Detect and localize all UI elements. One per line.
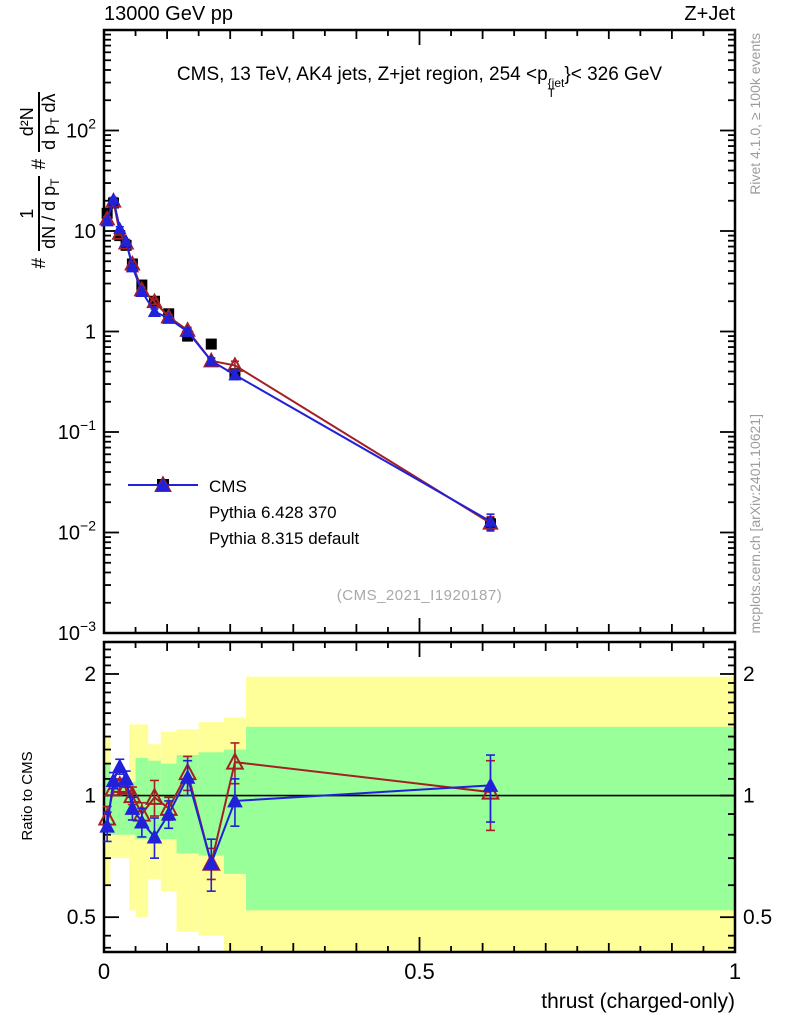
axis-ticks xyxy=(103,29,736,952)
xtick-label: 1 xyxy=(729,959,741,984)
ratio-point-marker xyxy=(160,805,177,821)
ylabel-fraction-1: 1 dN / d pT xyxy=(17,176,62,251)
ratio-point-marker xyxy=(99,818,115,833)
ratio-point-marker xyxy=(179,769,196,784)
ytick-10e-1: 10−1 xyxy=(58,417,96,444)
ylabel-hash-2: # xyxy=(29,158,50,170)
ratio-point-marker xyxy=(145,787,164,805)
legend-label-pythia8: Pythia 8.315 default xyxy=(209,529,360,548)
ratio-point-marker xyxy=(482,777,499,792)
xtick-label: 0 xyxy=(98,959,110,984)
series-pythia-8-315-default xyxy=(100,192,498,531)
data-point-marker xyxy=(162,311,176,324)
ratio-point-marker xyxy=(103,778,123,797)
y-axis-title: # 1 dN / d pT # d²N d pT dλ xyxy=(0,10,80,350)
ratio-axis-title: Ratio to CMS xyxy=(19,751,36,841)
ratio-series-pythia-8-315-default xyxy=(99,754,499,892)
ylabel-hash-1: # xyxy=(29,257,50,269)
ratio-ytick-left: 0.5 xyxy=(67,906,96,929)
ratio-point-marker xyxy=(146,828,163,844)
ratio-point-marker xyxy=(116,776,136,795)
legend-marker-glyph xyxy=(155,477,171,491)
data-point-marker xyxy=(204,354,218,367)
band-stat-uncertainty xyxy=(104,763,111,835)
ratio-point-marker xyxy=(134,813,150,829)
plot-title: CMS, 13 TeV, AK4 jets, Z+jet region, 254… xyxy=(104,64,735,100)
legend-item-pythia6: Pythia 6.428 370 xyxy=(126,475,359,526)
ratio-point-marker xyxy=(124,800,141,815)
legend: CMS Pythia 6.428 370 Pythia 8.315 defaul… xyxy=(126,474,359,552)
data-point-marker xyxy=(135,284,149,298)
ratio-point-marker xyxy=(105,772,122,787)
mcplots-arxiv-credit: mcplots.cern.ch [arXiv:2401.10621] xyxy=(747,413,763,633)
ratio-ytick-left: 2 xyxy=(84,663,96,686)
plot-title-sub: T xyxy=(547,86,555,100)
ratio-ytick-right: 0.5 xyxy=(743,906,772,929)
ratio-point-marker xyxy=(225,751,245,770)
ratio-point-marker xyxy=(111,758,128,774)
pythia6-triangle-marker xyxy=(126,475,200,524)
legend-label-cms: CMS xyxy=(209,477,247,496)
triangle-filled-glyph xyxy=(128,477,198,491)
beam-label: 13000 GeV pp xyxy=(104,3,233,25)
data-point-marker xyxy=(125,259,139,273)
data-point-marker xyxy=(181,324,195,337)
analysis-watermark: (CMS_2021_I1920187) xyxy=(336,587,503,604)
band-stat-uncertainty xyxy=(116,785,123,835)
data-point-marker xyxy=(205,338,217,350)
data-point-marker xyxy=(228,368,242,381)
band-stat-uncertainty xyxy=(122,785,130,835)
ytick-10e2: 102 xyxy=(66,116,96,143)
ratio-point-marker xyxy=(203,855,220,870)
plot-title-post: }< 326 GeV xyxy=(564,64,663,85)
band-stat-uncertainty xyxy=(110,785,117,835)
data-point-marker xyxy=(483,514,498,527)
legend-label-pythia6: Pythia 6.428 370 xyxy=(209,503,337,522)
ytick-10e-2: 10−2 xyxy=(58,518,96,545)
data-point-marker xyxy=(113,221,127,234)
rivet-version-credit: Rivet 4.1.0, ≥ 100k events xyxy=(747,33,763,195)
plot-title-supsub: {jet T xyxy=(547,76,565,100)
ylabel-fraction-2: d²N d pT dλ xyxy=(17,91,62,152)
data-point-marker xyxy=(119,234,133,247)
pythia8-triangle-marker xyxy=(126,477,200,550)
x-axis-title: thrust (charged-only) xyxy=(541,990,735,1013)
ratio-ytick-left: 1 xyxy=(84,785,96,808)
ytick-10: 10 xyxy=(74,221,96,243)
ratio-point-marker xyxy=(227,792,243,808)
data-point-marker xyxy=(106,192,121,205)
plot-title-text: CMS, 13 TeV, AK4 jets, Z+jet region, 254… xyxy=(176,64,548,85)
axis-tick-labels: 102 10 1 10−1 10−2 10−3 2 2 1 1 0.5 0.5 0 0.5 1 xyxy=(58,116,772,985)
data-point-marker xyxy=(100,214,114,227)
ytick-10e-3: 10−3 xyxy=(58,618,96,645)
data-point-marker xyxy=(147,304,162,318)
process-label: Z+Jet xyxy=(684,3,735,25)
ratio-point-marker xyxy=(118,770,134,786)
ratio-ytick-right: 2 xyxy=(743,663,755,686)
xtick-label: 0.5 xyxy=(404,959,435,984)
legend-item-pythia8: Pythia 8.315 default xyxy=(126,477,360,552)
ytick-1: 1 xyxy=(85,322,96,344)
ratio-ytick-right: 1 xyxy=(743,785,755,808)
plot-title-sup: {jet xyxy=(547,76,565,90)
